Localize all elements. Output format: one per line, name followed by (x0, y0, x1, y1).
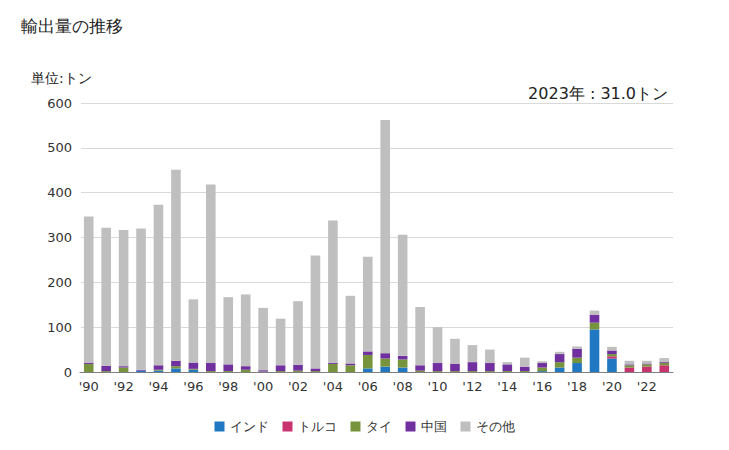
svg-text:200: 200 (47, 275, 72, 290)
svg-text:'96: '96 (183, 379, 203, 394)
svg-text:'90: '90 (79, 379, 99, 394)
svg-text:'08: '08 (393, 379, 413, 394)
svg-text:タイ: タイ (366, 419, 392, 434)
svg-text:'06: '06 (358, 379, 378, 394)
svg-text:2023年 : 31.0トン: 2023年 : 31.0トン (528, 84, 668, 103)
svg-text:'10: '10 (427, 379, 447, 394)
svg-text:'16: '16 (532, 379, 552, 394)
svg-text:単位:トン: 単位:トン (31, 70, 92, 86)
svg-text:'18: '18 (567, 379, 587, 394)
svg-text:'98: '98 (218, 379, 238, 394)
svg-text:600: 600 (47, 96, 72, 111)
svg-text:'14: '14 (497, 379, 517, 394)
svg-text:その他: その他 (476, 419, 515, 434)
svg-text:0: 0 (64, 365, 72, 380)
svg-text:輸出量の推移: 輸出量の推移 (21, 16, 123, 36)
svg-text:'94: '94 (148, 379, 168, 394)
svg-text:インド: インド (230, 419, 269, 434)
svg-text:'12: '12 (462, 379, 482, 394)
svg-text:'22: '22 (637, 379, 657, 394)
svg-text:中国: 中国 (421, 419, 447, 434)
svg-text:'04: '04 (323, 379, 343, 394)
svg-text:400: 400 (47, 185, 72, 200)
svg-text:トルコ: トルコ (298, 419, 337, 434)
svg-text:100: 100 (47, 320, 72, 335)
svg-text:'20: '20 (602, 379, 622, 394)
svg-text:'00: '00 (253, 379, 273, 394)
svg-text:500: 500 (47, 140, 72, 155)
svg-text:'92: '92 (114, 379, 134, 394)
svg-text:'02: '02 (288, 379, 308, 394)
svg-text:300: 300 (47, 230, 72, 245)
